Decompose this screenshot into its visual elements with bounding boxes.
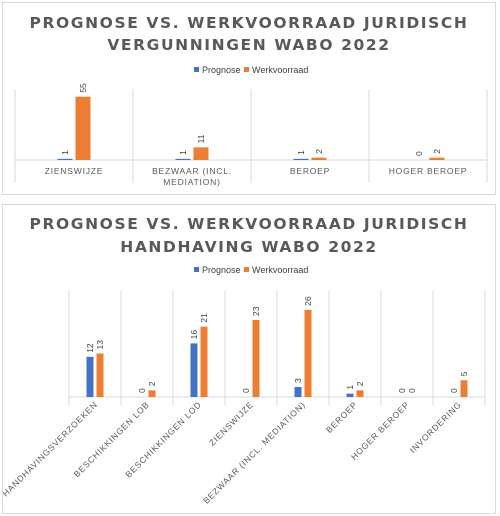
bar-prognose [346,393,354,397]
bar-prognose [57,158,73,160]
legend-label: Prognose [202,65,241,75]
data-label: 0 [137,388,147,393]
bar-werkvoorraad [311,157,327,160]
bar-prognose [175,158,191,160]
category-label: BEROEP [290,166,330,176]
data-label: 2 [355,381,365,386]
bar-werkvoorraad [252,319,260,397]
data-label: 3 [293,378,303,383]
legend-swatch [244,67,249,72]
legend-swatch [194,67,199,72]
category-label: BEZWAAR (INCL. [152,166,232,176]
bar-werkvoorraad [193,147,209,160]
chart-title-line: PROGNOSE VS. WERKVOORRAAD JURIDISCH [30,14,469,32]
legend-label: Prognose [202,265,241,275]
bar-werkvoorraad [304,309,312,397]
data-label: 11 [196,134,206,143]
data-label: 0 [414,151,424,156]
data-label: 0 [397,388,407,393]
legend-label: Werkvoorraad [252,265,308,275]
data-label: 16 [189,330,199,340]
data-label: 5 [459,371,469,376]
data-label: 0 [407,388,417,393]
bar-werkvoorraad [96,353,104,397]
bar-werkvoorraad [429,157,445,160]
category-label: MEDIATION) [163,177,220,187]
bar-prognose [86,356,94,397]
data-label: 2 [147,381,157,386]
data-label: 2 [314,149,324,154]
bar-werkvoorraad [356,390,364,397]
category-label: HOGER BEROEP [389,166,468,176]
data-label: 0 [241,388,251,393]
legend-label: Werkvoorraad [252,65,308,75]
bar-prognose [294,386,302,397]
data-label: 2 [432,149,442,154]
data-label: 55 [78,83,88,93]
data-label: 0 [449,388,459,393]
data-label: 1 [296,150,306,155]
bar-werkvoorraad [200,326,208,397]
data-label: 21 [199,313,209,323]
category-label: BEZWAAR (INCL. MEDIATION) [201,399,307,505]
chart-title-line: HANDHAVING WABO 2022 [120,238,378,256]
chart-handhaving: PROGNOSE VS. WERKVOORRAAD JURIDISCH HANDH… [3,215,486,506]
data-label: 26 [303,296,313,306]
data-label: 1 [345,385,355,390]
chart-title-line: PROGNOSE VS. WERKVOORRAAD JURIDISCH [30,215,469,233]
legend-swatch [244,267,249,272]
data-label: 1 [178,150,188,155]
bar-werkvoorraad [75,96,91,160]
chart-panel-handhaving: PROGNOSE VS. WERKVOORRAAD JURIDISCH HANDH… [2,204,496,514]
chart-panel-vergunningen: PROGNOSE VS. WERKVOORRAAD JURIDISCH VERGU… [2,2,496,195]
category-label: INVORDERING [408,399,464,455]
chart-title-line: VERGUNNINGEN WABO 2022 [107,36,390,54]
data-label: 13 [95,340,105,350]
data-label: 1 [60,150,70,155]
bar-werkvoorraad [148,390,156,397]
bar-prognose [190,343,198,397]
chart-vergunningen: PROGNOSE VS. WERKVOORRAAD JURIDISCH VERGU… [14,14,488,187]
bar-prognose [293,158,309,160]
legend-swatch [194,267,199,272]
category-label: ZIENSWIJZE [45,166,104,176]
data-label: 23 [251,306,261,316]
category-label: ZIENSWIJZE [207,399,255,447]
data-label: 12 [85,343,95,353]
category-label: HANDHAVINGSVERZOEKEN [3,399,99,498]
bar-werkvoorraad [460,380,468,397]
category-label: HOGER BEROEP [349,399,412,462]
